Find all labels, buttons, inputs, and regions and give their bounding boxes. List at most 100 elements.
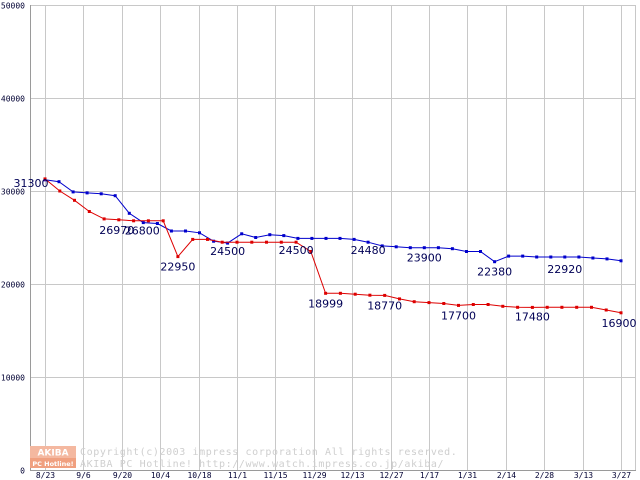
data-point-blue [71, 190, 75, 194]
data-point-red [265, 240, 268, 244]
data-point-blue [352, 237, 356, 241]
data-point-blue [198, 231, 201, 235]
x-tick-label: 9/6 [76, 471, 91, 480]
data-point-blue [535, 255, 539, 259]
data-point-blue [226, 241, 230, 245]
data-point-blue [591, 256, 595, 260]
y-tick-label: 10000 [1, 374, 25, 383]
data-label: 18770 [367, 299, 402, 312]
data-label: 17700 [441, 309, 476, 322]
copyright-logo-top [30, 446, 76, 458]
data-point-blue [521, 254, 525, 258]
data-label: 24500 [210, 245, 245, 258]
x-tick-label: 2/14 [497, 471, 516, 480]
data-point-red [516, 305, 520, 309]
data-point-red [486, 303, 490, 306]
data-point-red [383, 293, 387, 297]
data-point-red [471, 303, 475, 306]
data-point-red [43, 177, 47, 181]
x-tick-label: 1/17 [420, 471, 439, 480]
copyright-line-1: Copyright(c)2003 impress corporation All… [80, 447, 457, 458]
data-label: 26800 [125, 225, 160, 238]
x-tick-label: 8/23 [36, 471, 55, 480]
y-axis-ticks: 0 10000 20000 30000 40000 50000 [1, 2, 25, 476]
data-point-red [191, 237, 195, 241]
data-point-red [442, 302, 446, 305]
data-point-blue [577, 255, 581, 259]
x-tick-label: 10/18 [187, 471, 211, 480]
data-point-blue [184, 229, 187, 233]
data-point-blue [155, 222, 159, 225]
copyright-block: AKIBA PC Hotline! Copyright(c)2003 impre… [30, 446, 457, 470]
series-line-red [44, 178, 622, 314]
x-axis-ticks: 8/23 9/6 9/20 10/4 10/18 11/1 11/15 11/29 12/13 1… [36, 471, 631, 480]
data-label: 23900 [407, 252, 442, 265]
data-point-red [206, 237, 209, 241]
data-point-red [412, 300, 416, 304]
data-point-red [530, 305, 534, 309]
data-point-blue [549, 255, 553, 259]
data-point-red [87, 210, 91, 213]
data-point-blue [127, 211, 131, 215]
data-point-blue [422, 246, 426, 250]
y-tick-label: 20000 [1, 281, 25, 290]
data-point-red [545, 305, 549, 309]
data-label: 24500 [279, 244, 314, 257]
data-label: 24480 [351, 244, 386, 257]
data-point-blue [436, 246, 440, 250]
data-point-red [250, 240, 254, 244]
data-point-red [575, 305, 579, 309]
data-point-red [279, 240, 283, 244]
data-label: 22380 [477, 266, 512, 279]
data-point-blue [605, 257, 609, 261]
copyright-logo-top-text: AKIBA [37, 449, 68, 459]
data-point-red [132, 219, 136, 223]
data-point-blue [408, 246, 412, 250]
data-label: 17480 [515, 310, 550, 323]
data-point-blue [493, 260, 497, 264]
data-point-blue [240, 232, 244, 236]
data-point-blue [169, 229, 173, 233]
data-point-red [457, 303, 460, 307]
data-point-red [220, 240, 224, 244]
data-point-red [235, 240, 239, 244]
data-point-red [176, 255, 180, 259]
data-point-blue [450, 247, 454, 251]
data-point-red [398, 297, 401, 301]
data-point-red [619, 311, 623, 315]
x-tick-label: 9/20 [113, 471, 132, 480]
x-tick-label: 3/27 [612, 471, 631, 480]
data-point-red [353, 292, 357, 296]
copyright-logo-bottom-text: PC Hotline! [32, 460, 73, 468]
data-point-red [338, 291, 342, 295]
data-label: 31300 [14, 177, 49, 190]
data-point-blue [338, 236, 342, 240]
data-point-red [294, 240, 298, 244]
data-point-blue [57, 180, 61, 184]
data-label: 22950 [160, 261, 195, 274]
data-label: 26970 [99, 224, 134, 237]
data-point-red [102, 217, 106, 221]
data-point-red [427, 301, 431, 305]
data-point-red [590, 305, 593, 309]
chart-series [43, 177, 623, 315]
data-point-red [146, 219, 150, 223]
x-tick-label: 3/13 [574, 471, 593, 480]
data-point-blue [310, 236, 314, 240]
data-point-blue [254, 236, 258, 239]
copyright-logo-bottom [30, 458, 76, 468]
data-point-red [560, 305, 564, 309]
data-point-blue [282, 234, 286, 238]
data-label: 22920 [547, 263, 582, 276]
data-point-red [501, 304, 505, 308]
data-point-blue [212, 239, 216, 243]
x-tick-label: 11/15 [263, 471, 287, 480]
data-point-blue [296, 236, 300, 240]
data-point-red [73, 198, 76, 202]
x-tick-label: 10/4 [151, 471, 170, 480]
y-tick-label: 50000 [1, 2, 25, 11]
x-tick-label: 11/1 [228, 471, 247, 480]
data-point-blue [366, 240, 370, 244]
data-point-red [309, 250, 313, 253]
